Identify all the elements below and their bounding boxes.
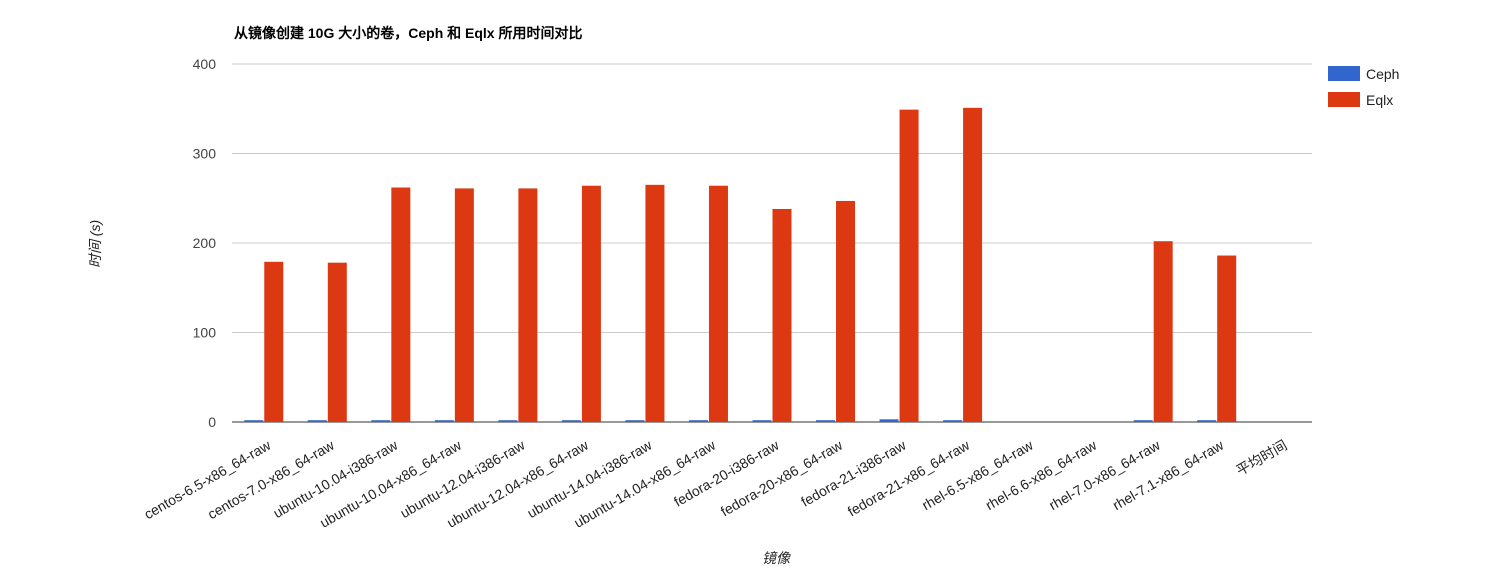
y-tick-label: 400 — [193, 56, 217, 72]
bar-ceph-1 — [307, 420, 327, 422]
x-category-label: rhel-7.0-x86_64-raw — [1046, 436, 1163, 513]
bar-eqlx-1 — [327, 262, 347, 422]
y-tick-label: 300 — [193, 146, 217, 162]
legend-swatch-eqlx — [1328, 92, 1360, 107]
x-category-label: rhel-7.1-x86_64-raw — [1110, 436, 1227, 513]
x-axis-title: 镜像 — [762, 550, 791, 566]
legend-label-ceph: Ceph — [1366, 66, 1399, 82]
chart-title: 从镜像创建 10G 大小的卷，Ceph 和 Eqlx 所用时间对比 — [234, 25, 582, 41]
y-tick-label: 100 — [193, 325, 217, 341]
bar-eqlx-11 — [963, 107, 983, 422]
x-category-label: fedora-21-x86_64-raw — [845, 436, 973, 519]
bar-eqlx-9 — [836, 200, 856, 422]
bar-ceph-15 — [1197, 420, 1217, 422]
bar-ceph-5 — [561, 420, 581, 422]
bar-eqlx-2 — [391, 187, 411, 422]
bar-ceph-4 — [498, 420, 518, 422]
bar-ceph-2 — [371, 420, 391, 422]
bar-ceph-10 — [879, 419, 899, 422]
x-category-label: fedora-20-x86_64-raw — [718, 436, 846, 519]
bar-ceph-0 — [244, 420, 264, 422]
gridlines — [232, 63, 1312, 423]
legend: Ceph Eqlx — [1328, 66, 1399, 108]
bar-eqlx-4 — [518, 188, 538, 422]
bar-ceph-11 — [943, 420, 963, 422]
bars — [244, 107, 1237, 423]
legend-label-eqlx: Eqlx — [1366, 92, 1393, 108]
legend-swatch-ceph — [1328, 66, 1360, 81]
x-category-label: fedora-21-i386-raw — [798, 436, 909, 509]
bar-ceph-6 — [625, 420, 645, 422]
bar-eqlx-0 — [264, 261, 284, 422]
bar-ceph-7 — [688, 420, 708, 422]
x-category-label: rhel-6.5-x86_64-raw — [919, 436, 1036, 513]
bar-ceph-3 — [434, 420, 454, 422]
bar-eqlx-3 — [454, 188, 474, 422]
bar-ceph-9 — [816, 420, 836, 422]
y-axis-ticks: 0 100 200 300 400 — [193, 56, 217, 430]
bar-ceph-8 — [752, 420, 772, 422]
x-axis-categories: centos-6.5-x86_64-rawcentos-7.0-x86_64-r… — [141, 436, 1289, 530]
x-category-label: fedora-20-i386-raw — [671, 436, 782, 509]
y-tick-label: 0 — [208, 414, 216, 430]
y-tick-label: 200 — [193, 235, 217, 251]
y-axis-title: 时间 (s) — [87, 220, 103, 268]
bar-eqlx-8 — [772, 208, 792, 422]
bar-eqlx-15 — [1217, 255, 1237, 422]
bar-eqlx-7 — [708, 185, 728, 422]
bar-eqlx-5 — [581, 185, 601, 422]
x-category-label: 平均时间 — [1233, 437, 1289, 479]
bar-eqlx-14 — [1153, 241, 1173, 422]
bar-ceph-14 — [1133, 420, 1153, 422]
x-category-label: rhel-6.6-x86_64-raw — [983, 436, 1100, 513]
bar-eqlx-6 — [645, 184, 665, 422]
bar-eqlx-10 — [899, 109, 919, 423]
